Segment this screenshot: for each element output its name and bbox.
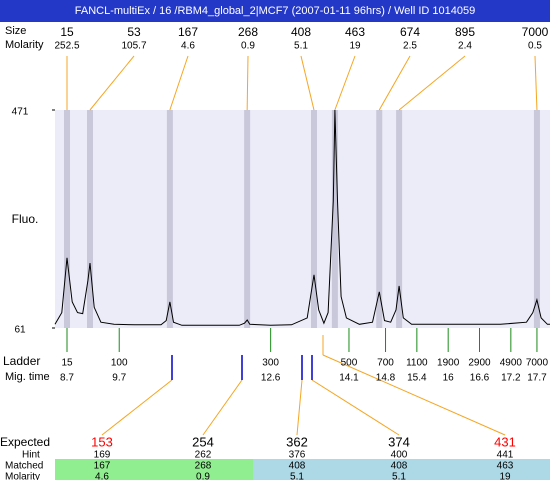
peak-connector <box>334 55 356 111</box>
peak-molarity: 4.6 <box>181 41 195 52</box>
match-cell <box>348 459 450 480</box>
ladder-size: 700 <box>377 358 394 369</box>
peak-marker <box>533 110 540 328</box>
hint-markers <box>171 355 313 380</box>
peak-molarity: 252.5 <box>54 41 79 52</box>
match-cell <box>450 459 550 480</box>
ladder-size: 4900 <box>500 358 523 369</box>
peaks-label: Size <box>5 25 26 37</box>
molarity-value: 5.1 <box>392 472 406 480</box>
peak-connector <box>398 55 466 111</box>
peak-connector <box>246 55 249 111</box>
peak-marker <box>310 110 317 328</box>
hint-value: 376 <box>289 450 306 461</box>
matched-value: 408 <box>391 461 408 472</box>
peak-marker <box>396 110 403 328</box>
ladder-mig-time: 14.1 <box>339 373 359 384</box>
expected-value: 362 <box>286 434 308 449</box>
peak-size: 7000 <box>522 25 549 39</box>
ladder-size: 2900 <box>468 358 491 369</box>
plot-area <box>55 110 550 328</box>
matched-value: 167 <box>94 461 111 472</box>
expected-value: 431 <box>494 434 516 449</box>
y-tick-label: 471 <box>12 107 29 118</box>
ladder-mig-time: 9.7 <box>112 373 126 384</box>
title-bar <box>0 0 550 22</box>
expected-value: 254 <box>192 434 214 449</box>
peak-molarity: 2.5 <box>403 41 417 52</box>
ladder-mig-time: 16 <box>443 373 455 384</box>
hint-value: 441 <box>497 450 514 461</box>
ladder-mig-time: 16.6 <box>470 373 490 384</box>
y-tick-label: 61 <box>14 325 26 336</box>
peak-marker <box>64 110 71 328</box>
matched-value: 463 <box>497 461 514 472</box>
molarity-value: 4.6 <box>95 472 109 480</box>
hint-value: 169 <box>94 450 111 461</box>
molarity-label: Molarity <box>5 39 44 51</box>
peak-marker <box>86 110 93 328</box>
ladder-mig-time: 15.4 <box>407 373 427 384</box>
expected-value: 153 <box>91 434 113 449</box>
hint-value: 400 <box>391 450 408 461</box>
peak-connector <box>300 55 315 111</box>
row-molarity-label: Molarity <box>5 472 40 480</box>
peak-connector <box>169 55 189 111</box>
peak-connector <box>534 55 538 111</box>
peak-size: 408 <box>291 25 311 39</box>
ladder-size: 500 <box>341 358 358 369</box>
peak-marker <box>376 110 383 328</box>
matched-value: 408 <box>289 461 306 472</box>
molarity-value: 5.1 <box>290 472 304 480</box>
peak-size: 895 <box>455 25 475 39</box>
peak-connector <box>378 55 411 111</box>
peak-marker <box>331 110 338 328</box>
match-cell <box>55 459 153 480</box>
ladder-size: 1100 <box>406 358 428 369</box>
expected-label: Expected <box>0 435 50 449</box>
peak-size: 53 <box>127 25 141 39</box>
ladder-size: 1900 <box>437 358 460 369</box>
peak-marker <box>244 110 251 328</box>
peak-size: 674 <box>400 25 420 39</box>
title: FANCL-multiEx / 16 /RBM4_global_2|MCF7 (… <box>75 5 475 17</box>
molarity-value: 0.9 <box>196 472 210 480</box>
peak-molarity: 19 <box>349 41 361 52</box>
ladder-label: Ladder <box>3 354 40 368</box>
matched-value: 268 <box>195 461 212 472</box>
peak-connector <box>89 55 135 111</box>
y-axis-label: Fluo. <box>12 212 39 226</box>
connectors <box>101 335 506 436</box>
matched-label: Matched <box>5 461 43 472</box>
peak-size: 463 <box>345 25 365 39</box>
peak-molarity: 105.7 <box>121 41 146 52</box>
hint-value: 262 <box>195 450 212 461</box>
match-cell <box>253 459 348 480</box>
trace <box>54 109 550 326</box>
ladder-size: 300 <box>262 358 279 369</box>
peak-size: 268 <box>238 25 258 39</box>
mig-time-label: Mig. time <box>5 371 50 383</box>
peak-size: 167 <box>178 25 198 39</box>
ladder-mig-time: 17.7 <box>527 373 547 384</box>
peak-marker <box>166 110 173 328</box>
peak-molarity: 2.4 <box>458 41 472 52</box>
ladder-size: 7000 <box>526 358 549 369</box>
molarity-value: 19 <box>499 472 511 480</box>
peak-molarity: 0.9 <box>241 41 255 52</box>
ladder-size: 100 <box>111 358 128 369</box>
match-cell <box>153 459 253 480</box>
peak-molarity: 0.5 <box>528 41 542 52</box>
peak-size: 15 <box>60 25 74 39</box>
expected-value: 374 <box>388 434 410 449</box>
ladder-mig-time: 14.8 <box>376 373 396 384</box>
ladder-mig-time: 8.7 <box>60 373 74 384</box>
ladder-mig-time: 12.6 <box>261 373 281 384</box>
hint-label: Hint <box>22 450 40 461</box>
peak-molarity: 5.1 <box>294 41 308 52</box>
ladder-size: 15 <box>61 358 73 369</box>
ladder-mig-time: 17.2 <box>501 373 521 384</box>
